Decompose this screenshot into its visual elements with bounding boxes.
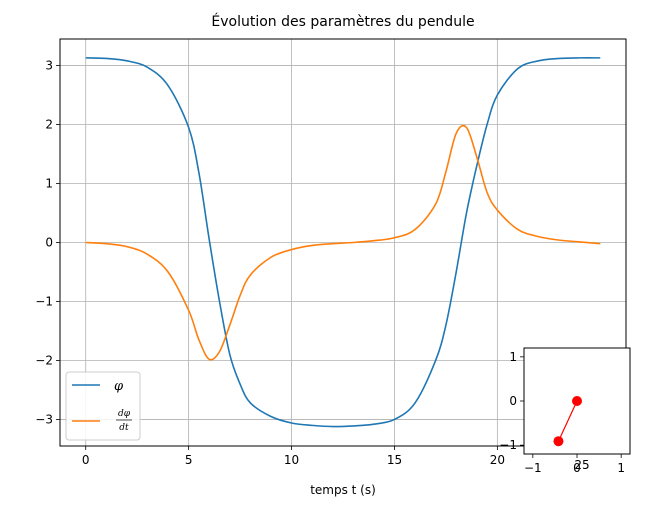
chart-title: Évolution des paramètres du pendule <box>211 13 474 30</box>
legend-label-dphidt: dφ dt <box>116 409 132 433</box>
legend-label-numerator: dφ <box>118 409 131 419</box>
inset-series-group <box>553 396 582 447</box>
x-tick-label: 10 <box>284 453 299 467</box>
legend: φ dφ dt <box>65 371 141 441</box>
inset-overlay-text: 25 <box>574 458 589 472</box>
legend-label-phi: φ <box>114 379 124 394</box>
y-tick-label: −1 <box>35 294 53 308</box>
x-tick-label: 15 <box>387 453 402 467</box>
x-tick-label: 0 <box>82 453 90 467</box>
x-tick-label: 20 <box>490 453 505 467</box>
series-line-phi <box>85 57 601 428</box>
y-tick-label: 2 <box>45 118 53 132</box>
pendulum-rod <box>557 400 578 442</box>
inset-y-tick-label: −1 <box>499 438 517 452</box>
inset-ticks: −1 0 1 −1 0 1 <box>499 350 625 475</box>
legend-box <box>65 371 141 441</box>
legend-label-denominator: dt <box>119 423 129 433</box>
y-tick-label: −2 <box>35 353 53 367</box>
y-tick-label: 3 <box>45 59 53 73</box>
inset-y-tick-label: 1 <box>509 350 517 364</box>
series-line-dphidt <box>85 124 601 361</box>
inset-x-tick-label: −1 <box>524 461 542 475</box>
inset-x-tick-label: 1 <box>617 461 625 475</box>
main-ticks: 0 5 10 15 20 −3 −2 −1 0 1 2 3 <box>35 59 505 467</box>
main-series-group <box>85 57 601 428</box>
x-tick-label: 5 <box>185 453 193 467</box>
y-tick-label: −3 <box>35 412 53 426</box>
main-grid <box>60 39 626 446</box>
y-tick-label: 1 <box>45 177 53 191</box>
inset-x-tick-label: 0 <box>573 461 581 475</box>
pendulum-bob-point <box>553 436 564 447</box>
x-axis-label: temps t (s) <box>310 483 376 497</box>
pendulum-pivot-point <box>572 396 582 406</box>
y-tick-label: 0 <box>45 236 53 250</box>
inset-y-tick-label: 0 <box>509 394 517 408</box>
